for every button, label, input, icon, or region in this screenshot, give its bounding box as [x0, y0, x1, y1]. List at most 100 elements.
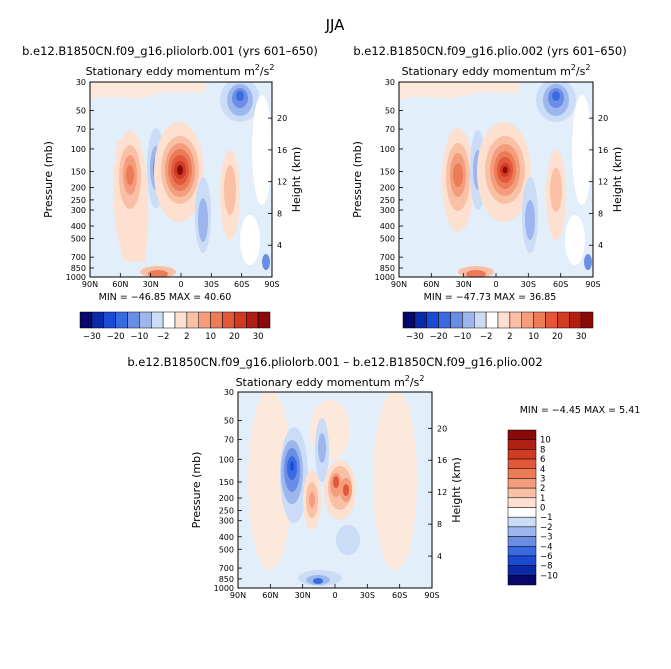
p-tick-label: 100	[380, 145, 395, 154]
colorbar-swatch	[507, 449, 537, 460]
colorbar-swatch	[507, 478, 537, 489]
p-tick-label: 700	[71, 253, 86, 262]
x-tick-label: 30N	[456, 280, 472, 289]
p-tick-label: 300	[219, 517, 234, 526]
x-tick-label: 30S	[360, 591, 375, 600]
colorbar-swatch	[115, 311, 128, 329]
height-tick-label: 16	[598, 146, 608, 155]
height-tick-label: 20	[598, 114, 608, 123]
height-tick-label: 4	[277, 241, 282, 250]
x-tick-label: 0	[178, 280, 183, 289]
p-tick-label: 150	[380, 168, 395, 177]
colorbar-panel-1: −30 −20 −10 −2 2 10 20 30	[79, 311, 271, 342]
colorbar-label: 10	[205, 332, 216, 342]
colorbar-swatch	[521, 311, 534, 329]
colorbar-swatch	[507, 526, 537, 537]
colorbar-swatch	[91, 311, 104, 329]
colorbar-label: −3	[540, 533, 553, 543]
x-tick-label: 60S	[234, 280, 249, 289]
colorbar-label: −2	[157, 332, 170, 342]
p-tick-label: 850	[71, 264, 86, 273]
x-tick-label: 60S	[392, 591, 407, 600]
colorbar-swatch	[507, 497, 537, 508]
colorbar-label: 30	[576, 332, 587, 342]
colorbar-swatch	[257, 311, 271, 329]
axes-layer: 90N 60N 30N 0 30S 60S 90S305070100150200250300…	[42, 78, 624, 600]
height-tick-label: 20	[277, 114, 287, 123]
p-tick-label: 300	[380, 206, 395, 215]
p-tick-label: 100	[219, 455, 234, 464]
colorbar-swatch	[569, 311, 582, 329]
panel-3-subtitle: Stationary eddy momentum m2/s2	[236, 374, 425, 389]
x-tick-label: 30N	[295, 591, 311, 600]
colorbar-swatch	[234, 311, 247, 329]
p-tick-label: 1000	[375, 273, 395, 282]
figure-title: JJA	[325, 16, 346, 34]
p-tick-label: 300	[71, 206, 86, 215]
x-tick-label: 60S	[553, 280, 568, 289]
colorbars: −30 −20 −10 −2 2 10 20 30 −30 −20 −10 −2 2 10 20 301086…	[79, 311, 594, 586]
panel-2-header: b.e12.B1850CN.f09_g16.plio.002 (yrs 601–…	[353, 44, 626, 58]
colorbar-swatch	[151, 311, 164, 329]
colorbar-label: −1	[540, 513, 553, 523]
p-tick-label: 1000	[214, 584, 234, 593]
p-tick-label: 400	[380, 222, 395, 231]
height-tick-label: 16	[277, 146, 287, 155]
panel-2-stats: MIN = −47.73 MAX = 36.85	[424, 292, 557, 303]
colorbar-swatch	[497, 311, 511, 329]
panel-1-header: b.e12.B1850CN.f09_g16.pliolorb.001 (yrs …	[22, 44, 318, 58]
colorbar-swatch	[507, 575, 537, 586]
colorbar-swatch	[402, 311, 416, 329]
colorbar-swatch	[414, 311, 427, 329]
p-tick-label: 50	[76, 106, 86, 115]
height-tick-label: 4	[598, 241, 603, 250]
p-tick-label: 30	[385, 78, 395, 87]
colorbar-swatch	[507, 507, 537, 518]
colorbar-swatch	[533, 311, 546, 329]
colorbar-swatch	[222, 311, 235, 329]
height-tick-label: 12	[277, 178, 287, 187]
p-tick-label: 30	[76, 78, 86, 87]
p-tick-label: 70	[385, 125, 395, 134]
colorbar-label: −30	[83, 332, 101, 342]
colorbar-swatch	[246, 311, 259, 329]
panel-2-subtitle: Stationary eddy momentum m2/s2	[402, 63, 591, 78]
colorbar-label: −10	[130, 332, 148, 342]
height-tick-label: 16	[437, 456, 447, 465]
x-tick-label: 60N	[423, 280, 439, 289]
colorbar-swatch	[485, 311, 499, 329]
colorbar-label: −10	[453, 332, 471, 342]
colorbar-swatch	[545, 311, 558, 329]
panel-3-stats: MIN = −4.45 MAX = 5.41	[520, 405, 641, 416]
colorbar-label: −6	[540, 552, 553, 562]
p-tick-label: 700	[380, 253, 395, 262]
x-tick-label: 90N	[391, 280, 407, 289]
y-axis-label-right: Height (km)	[450, 457, 463, 523]
p-tick-label: 150	[71, 168, 86, 177]
colorbar-swatch	[79, 311, 93, 329]
p-tick-label: 200	[380, 183, 395, 192]
colorbar-panel-2: −30 −20 −10 −2 2 10 20 30	[402, 311, 594, 342]
colorbar-swatch	[210, 311, 223, 329]
colorbar-swatch	[186, 311, 199, 329]
x-tick-label: 60N	[262, 591, 278, 600]
height-tick-label: 8	[277, 209, 282, 218]
x-tick-label: 0	[493, 280, 498, 289]
colorbar-label: −20	[430, 332, 448, 342]
colorbar-swatch	[507, 439, 537, 450]
p-tick-label: 850	[380, 264, 395, 273]
colorbar-swatch	[507, 536, 537, 547]
colorbar-label: −20	[107, 332, 125, 342]
p-tick-label: 50	[224, 417, 234, 426]
p-tick-label: 500	[71, 234, 86, 243]
panel-2-contours	[399, 82, 593, 277]
colorbar-label: 10	[528, 332, 539, 342]
colorbar-label: 10	[540, 436, 551, 446]
panel-1-stats: MIN = −46.85 MAX = 40.60	[99, 292, 232, 303]
height-tick-label: 4	[437, 552, 442, 561]
panel-2-axes: 90N 60N 30N 0 30S 60S 90S 30 50 70 100 150 200 250300…	[351, 78, 624, 289]
p-tick-label: 30	[224, 388, 234, 397]
p-tick-label: 150	[219, 478, 234, 487]
colorbar-swatch	[426, 311, 439, 329]
